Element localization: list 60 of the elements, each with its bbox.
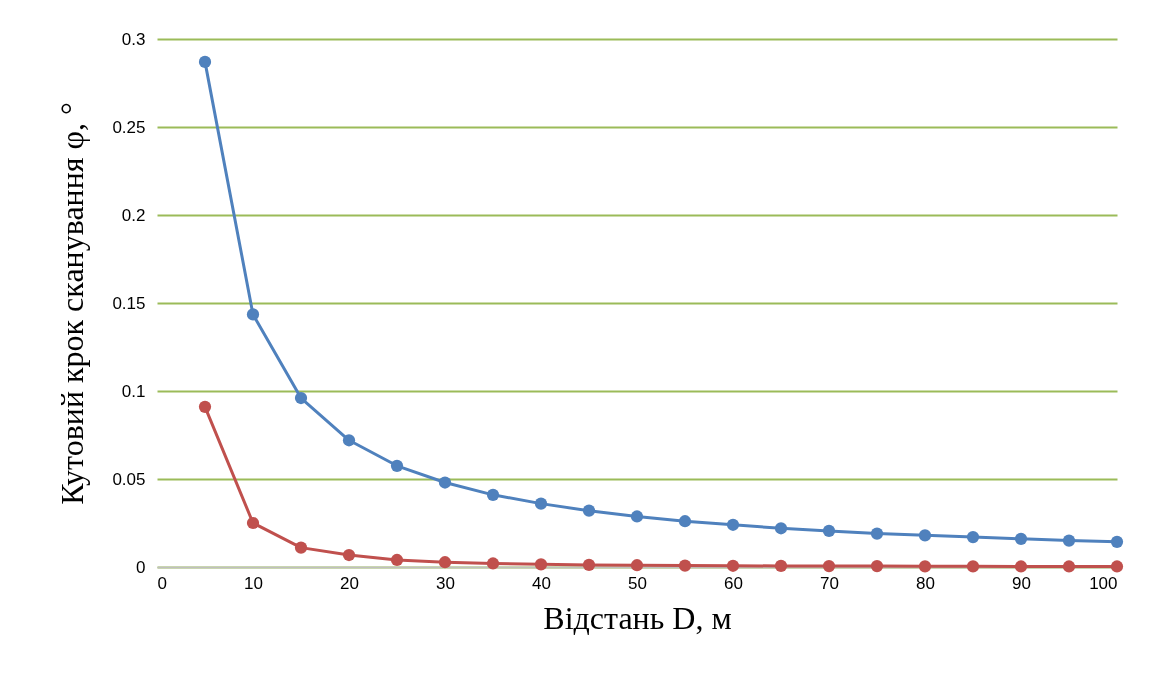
x-tick-label: 10 [244, 573, 263, 593]
point [918, 529, 932, 542]
point [822, 524, 836, 538]
point [486, 557, 500, 570]
point [534, 497, 548, 510]
point [1062, 534, 1076, 547]
x-tick-label: 30 [436, 573, 455, 593]
point [726, 518, 740, 531]
x-tick-label: 50 [628, 573, 647, 593]
point [1014, 532, 1028, 545]
point [438, 476, 452, 489]
point [630, 559, 644, 572]
y-axis-title: Кутовий крок сканування φ, ° [54, 102, 91, 505]
point [390, 553, 404, 567]
point [582, 558, 596, 571]
x-tick-label: 60 [724, 573, 743, 593]
point [870, 560, 884, 573]
point [342, 548, 356, 562]
y-tick-label: 0.05 [112, 469, 146, 489]
point [966, 560, 980, 573]
point [1014, 560, 1028, 573]
point [342, 434, 356, 447]
point [678, 559, 692, 572]
point [678, 515, 692, 528]
point [246, 516, 260, 530]
point [438, 556, 452, 569]
y-tick-label: 0.2 [121, 205, 146, 225]
y-tick-label: 0.1 [121, 381, 146, 401]
point [870, 527, 884, 540]
x-tick-label: 80 [916, 573, 935, 593]
x-tick-label: 90 [1012, 573, 1031, 593]
point [198, 400, 212, 413]
point [246, 308, 260, 321]
x-axis-title: Відстань D, м [543, 599, 732, 636]
x-tick-label: 40 [532, 573, 551, 593]
point [534, 558, 548, 571]
point [1110, 535, 1124, 548]
point [918, 560, 932, 573]
y-tick-label: 0.15 [112, 293, 146, 313]
y-tick-label: 0.3 [121, 29, 146, 49]
point [822, 560, 836, 573]
point [582, 504, 596, 517]
point [1062, 560, 1076, 573]
point [390, 459, 404, 472]
point [1110, 560, 1124, 573]
point [294, 391, 308, 405]
point [966, 530, 980, 544]
point [774, 522, 788, 535]
x-tick-label: 70 [820, 573, 839, 593]
point [630, 510, 644, 523]
point [198, 55, 212, 68]
point [294, 541, 308, 554]
y-tick-label: 0.25 [112, 117, 146, 137]
point [774, 559, 788, 573]
point [726, 559, 740, 572]
x-tick-label: 100 [1089, 573, 1118, 593]
x-tick-label: 20 [340, 573, 359, 593]
y-tick-label: 0 [136, 557, 146, 577]
point [486, 488, 500, 501]
x-tick-label: 0 [157, 573, 167, 593]
